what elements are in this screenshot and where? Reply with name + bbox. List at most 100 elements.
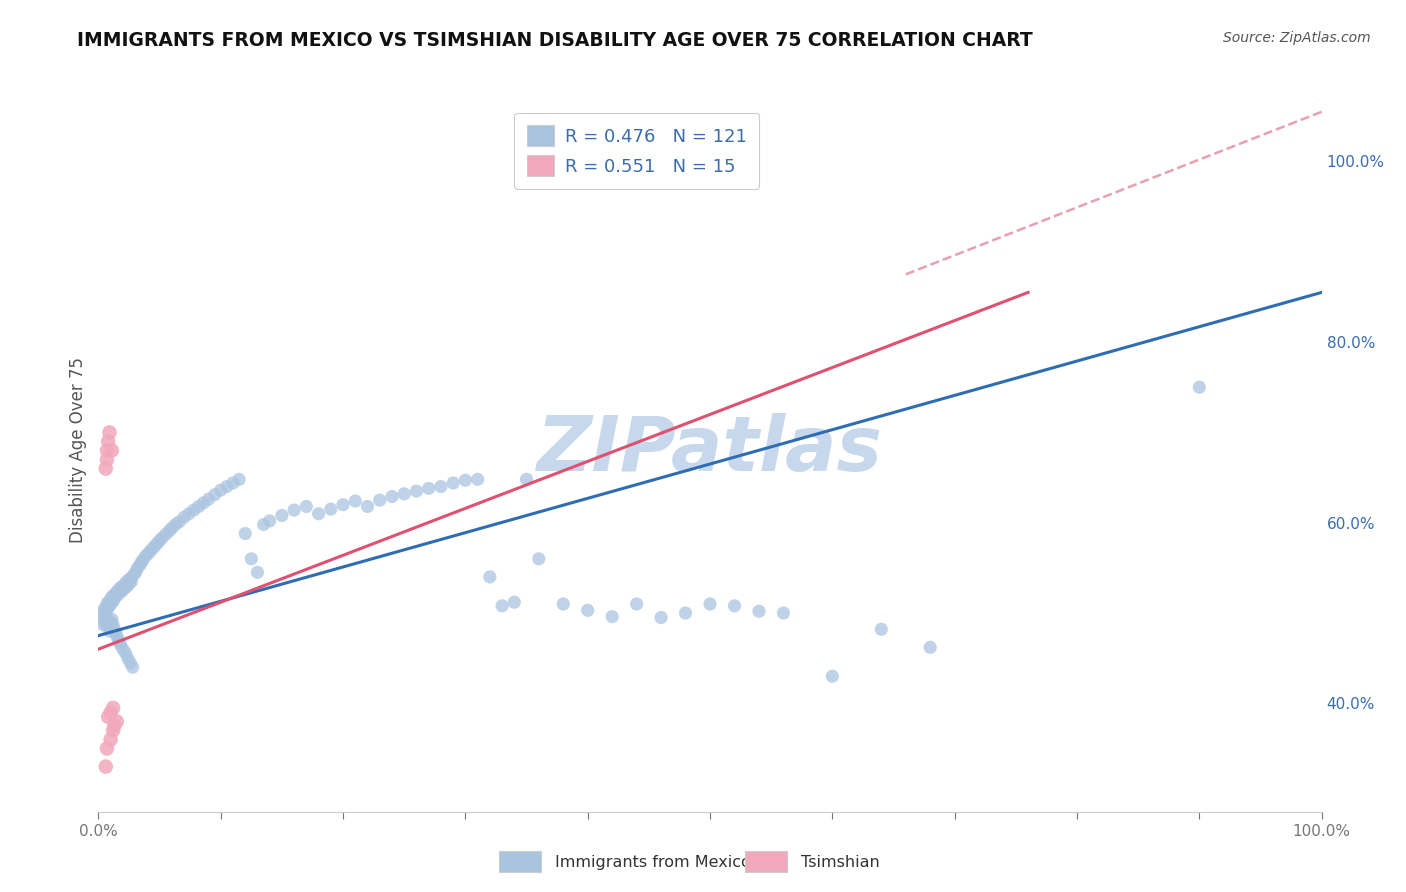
Point [94,759,117,773]
Point [100,592,122,607]
Point [149,533,172,548]
Point [772,606,794,620]
Point [97,710,120,724]
Point [94,607,117,622]
Point [93,615,115,629]
Point [101,443,124,458]
Point [97,595,120,609]
Point [103,719,125,733]
Text: ZIPatlas: ZIPatlas [537,414,883,487]
Point [157,524,180,538]
Point [111,642,134,657]
Point [134,549,156,564]
Point [131,554,153,568]
Point [165,517,187,532]
Point [103,591,125,606]
Point [139,544,162,558]
Point [121,569,143,583]
Point [295,500,318,514]
Point [121,660,143,674]
Point [381,490,404,504]
Point [97,619,120,633]
Point [228,472,250,486]
Point [101,594,124,608]
Point [97,434,120,449]
Point [204,488,226,502]
Point [723,599,745,613]
Point [91,617,114,632]
Point [553,597,575,611]
Point [120,656,142,670]
Point [110,638,132,652]
Point [107,583,129,598]
Point [821,669,844,683]
Point [478,570,501,584]
Point [104,586,127,600]
Point [626,597,648,611]
Point [108,635,131,649]
Point [141,541,163,556]
Point [209,483,232,498]
Point [150,531,173,545]
Y-axis label: Disability Age Over 75: Disability Age Over 75 [69,358,87,543]
Point [430,480,453,494]
Point [111,584,134,599]
Point [103,622,125,636]
Point [252,517,274,532]
Point [344,494,367,508]
Point [600,609,623,624]
Point [650,610,672,624]
Point [308,507,330,521]
Point [259,514,281,528]
Point [101,612,124,626]
Point [129,558,152,573]
Point [515,472,537,486]
Point [699,597,721,611]
Point [101,723,124,738]
Point [96,443,118,458]
Point [96,597,118,611]
Point [98,624,121,639]
Point [125,564,148,578]
Point [110,581,132,595]
Point [173,510,195,524]
Point [418,482,440,496]
Point [167,515,190,529]
Point [283,503,305,517]
Point [114,646,136,660]
Text: Immigrants from Mexico: Immigrants from Mexico [555,855,751,870]
Point [112,582,135,596]
Point [136,547,159,561]
Point [215,480,238,494]
Point [91,606,114,620]
Point [100,732,122,747]
Point [118,577,141,591]
Point [93,601,115,615]
Point [576,603,599,617]
Point [467,472,489,486]
Point [94,612,117,626]
Point [240,551,263,566]
Point [101,590,124,604]
Point [319,502,342,516]
Point [155,527,177,541]
Point [103,588,125,602]
Point [96,741,118,756]
Point [503,595,526,609]
Point [246,566,269,580]
Point [187,500,209,514]
Point [117,651,139,665]
Point [193,496,215,510]
Point [111,579,134,593]
Point [94,461,117,475]
Point [115,580,138,594]
Point [105,629,128,643]
Point [675,606,697,620]
Point [101,701,124,715]
Point [120,572,142,586]
Point [270,508,294,523]
Point [120,574,142,589]
Point [332,498,354,512]
Point [100,597,122,611]
Point [748,604,770,618]
